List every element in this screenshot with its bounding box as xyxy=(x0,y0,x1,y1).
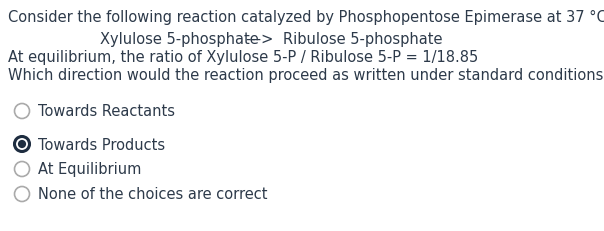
Text: None of the choices are correct: None of the choices are correct xyxy=(38,187,268,202)
Circle shape xyxy=(18,140,26,149)
Text: Ribulose 5-phosphate: Ribulose 5-phosphate xyxy=(283,32,443,47)
Text: At equilibrium, the ratio of Xylulose 5-P / Ribulose 5-P = 1/18.85: At equilibrium, the ratio of Xylulose 5-… xyxy=(8,50,478,65)
Text: At Equilibrium: At Equilibrium xyxy=(38,162,141,177)
Text: Towards Products: Towards Products xyxy=(38,137,165,152)
Text: Xylulose 5-phosphate: Xylulose 5-phosphate xyxy=(100,32,259,47)
Text: Which direction would the reaction proceed as written under standard conditions?: Which direction would the reaction proce… xyxy=(8,68,604,83)
Text: Towards Reactants: Towards Reactants xyxy=(38,104,175,119)
Text: Consider the following reaction catalyzed by Phosphopentose Epimerase at 37 °C.: Consider the following reaction catalyze… xyxy=(8,10,604,25)
Text: --->: ---> xyxy=(245,32,274,47)
